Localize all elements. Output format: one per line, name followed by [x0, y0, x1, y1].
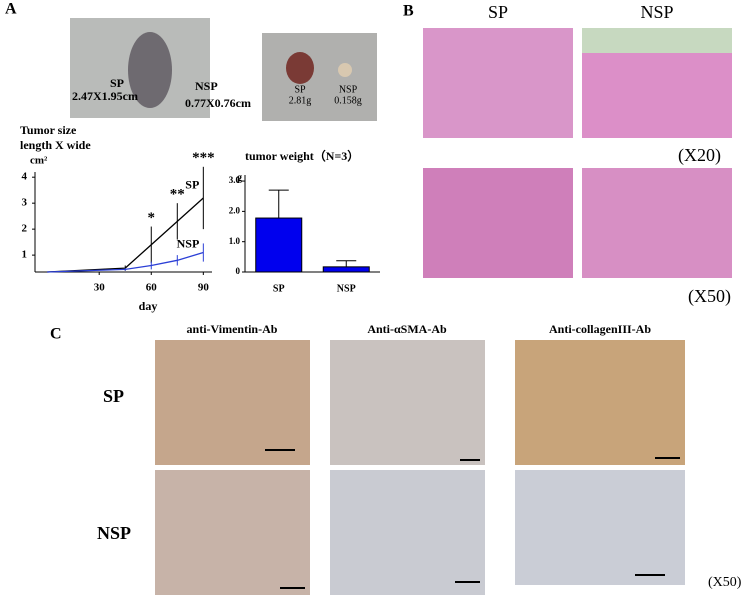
y-tick-label: 3 — [22, 197, 28, 209]
caption: SP — [110, 76, 124, 90]
chart-subtitle: length X wide — [20, 138, 91, 152]
row-label: SP — [103, 386, 124, 406]
column-label: SP — [488, 2, 508, 22]
series-label: NSP — [177, 236, 200, 250]
tumor-photo — [262, 33, 377, 121]
caption: 2.47X1.95cm — [72, 89, 138, 103]
ihc — [155, 470, 310, 595]
column-label: Anti-αSMA-Ab — [367, 322, 447, 336]
y-tick-label: 2.0 — [229, 205, 241, 215]
row-label: NSP — [97, 523, 131, 543]
panel-label: A — [5, 1, 17, 18]
column-label: Anti-collagenIII-Ab — [549, 322, 651, 336]
series-label: SP — [185, 178, 199, 192]
y-tick-label: 0 — [236, 266, 241, 276]
y-axis-label: cm² — [30, 155, 48, 167]
ihc — [515, 340, 685, 465]
x-tick-label: NSP — [337, 283, 356, 294]
x-tick-label: 30 — [94, 282, 106, 294]
y-tick-label: 1.0 — [229, 236, 241, 246]
x-tick-label: SP — [273, 283, 285, 294]
column-label: NSP — [640, 2, 673, 22]
caption: NSP — [339, 84, 358, 95]
caption: NSP — [195, 79, 218, 93]
histology — [582, 168, 732, 278]
ihc — [515, 470, 685, 585]
tumor-sp — [286, 52, 314, 84]
annotation: ** — [170, 187, 185, 203]
images — [70, 18, 732, 595]
magnification: (X50) — [708, 575, 742, 590]
chart-title: tumor weight（N=3） — [245, 148, 359, 163]
line — [47, 197, 204, 273]
magnification: (X50) — [688, 286, 731, 307]
annotation: * — [148, 210, 156, 226]
chart-title: Tumor size — [20, 123, 77, 137]
x-axis-label: day — [139, 299, 158, 313]
panel-label: C — [50, 326, 62, 343]
mouse — [128, 32, 172, 108]
y-tick-label: 4 — [22, 171, 28, 183]
tumor-nsp — [338, 63, 352, 77]
caption: 0.77X0.76cm — [185, 96, 251, 110]
x-tick-label: 60 — [146, 282, 158, 294]
line — [47, 251, 204, 273]
column-label: anti-Vimentin-Ab — [187, 322, 278, 336]
caption: SP — [294, 84, 306, 95]
x-tick-label: 90 — [198, 282, 210, 294]
y-tick-label: 3.0 — [229, 175, 241, 185]
y-axis-label: g — [237, 172, 242, 183]
bar — [322, 266, 370, 273]
y-tick-label: 2 — [22, 223, 28, 235]
annotation: *** — [192, 150, 215, 166]
caption: 2.81g — [289, 95, 312, 106]
ihc — [330, 470, 485, 595]
y-tick-label: 1 — [22, 249, 28, 261]
histology-bg — [582, 28, 732, 53]
panel-label: B — [403, 3, 414, 20]
magnification: (X20) — [678, 145, 721, 166]
caption: 0.158g — [334, 95, 362, 106]
ihc — [330, 340, 485, 465]
histology — [423, 168, 573, 278]
histology — [423, 28, 573, 138]
bar — [255, 217, 303, 273]
ihc — [155, 340, 310, 465]
